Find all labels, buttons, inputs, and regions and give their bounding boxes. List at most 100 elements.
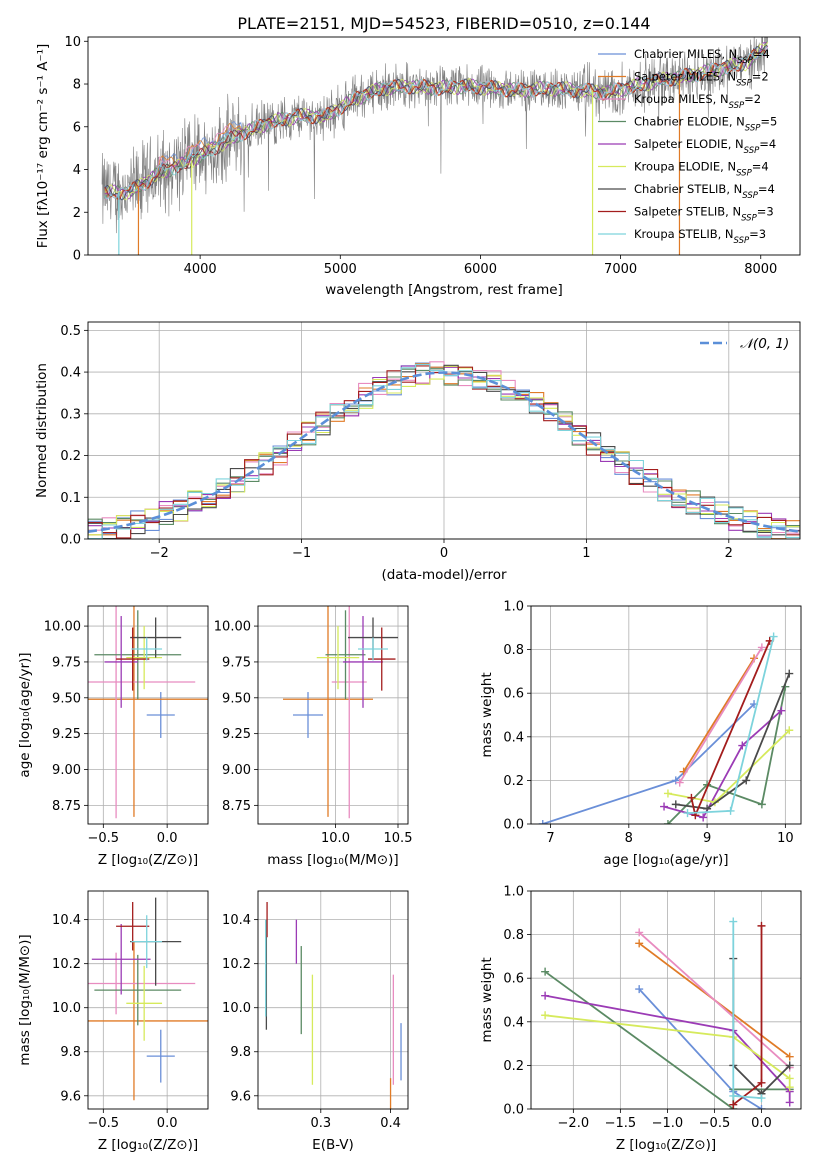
y-tick-label: 8.75 (222, 799, 251, 814)
legend-label: Chabrier STELIB, NSSP=4 (634, 182, 775, 201)
series-marker (785, 1098, 794, 1107)
axes-age_vs_mass: 10.0 10.5 8.75 9.00 9.25 9.50 9.75 10.00 mass [l… (214, 605, 412, 868)
series-marker (757, 921, 766, 930)
axes-frame (257, 890, 409, 1110)
point-kroupa-elodie (126, 965, 163, 1041)
x-axis-label: Z [log₁₀(Z/Z⊙)] (98, 852, 198, 868)
y-tick-label: 0.2 (60, 449, 81, 464)
series-salpeter-stelib (687, 636, 774, 820)
series-line (638, 988, 762, 1109)
series-marker (742, 776, 751, 785)
y-tick-label: 1.0 (503, 885, 524, 900)
series-marker (738, 741, 747, 750)
y-tick-label: 1.0 (503, 600, 524, 615)
point-salpeter-elodie (343, 616, 383, 708)
point-salpeter-miles (283, 606, 373, 817)
legend-label: Salpeter STELIB, NSSP=3 (634, 205, 774, 224)
point-kroupa-stelib (131, 915, 163, 969)
y-tick-label: 10.0 (222, 1001, 251, 1016)
y-axis-label: mass weight (479, 672, 495, 757)
series-marker (635, 928, 644, 937)
y-axis-label: Normed distribution (34, 363, 50, 498)
series-marker (541, 967, 550, 976)
axes-frame (87, 36, 801, 256)
y-tick-label: 9.00 (52, 763, 81, 778)
series-marker (757, 1105, 766, 1109)
series-marker (538, 820, 547, 824)
y-tick-label: 9.25 (52, 727, 81, 742)
series-kroupa-stelib (729, 917, 766, 1103)
x-tick-label: 2 (725, 546, 733, 561)
figure-title: PLATE=2151, MJD=54523, FIBERID=0510, z=0… (237, 14, 650, 33)
x-axis-label: (data-model)/error (381, 567, 507, 583)
y-tick-label: 0.2 (503, 774, 524, 789)
y-tick-label: 0.6 (503, 972, 524, 987)
plot-area-mass_weight_vs_Z (541, 917, 794, 1109)
series-marker (729, 1091, 738, 1100)
y-tick-label: 0.2 (503, 1059, 524, 1074)
y-tick-label: 0.0 (60, 533, 81, 548)
point-salpeter-miles (88, 941, 208, 1101)
y-axis-label: mass [log₁₀(M/M⊙)] (17, 934, 33, 1065)
series-line (682, 657, 755, 773)
series-chabrier-stelib (671, 669, 794, 813)
point-chabrier-elodie (325, 610, 366, 700)
x-tick-label: −0.5 (699, 1116, 731, 1131)
y-tick-label: 10.00 (214, 620, 251, 635)
y-tick-label: 9.50 (222, 691, 251, 706)
y-tick-label: 0.5 (60, 324, 81, 339)
y-tick-label: 9.6 (60, 1089, 81, 1104)
series-marker (729, 1100, 738, 1109)
x-tick-label: 10 (777, 831, 794, 846)
x-tick-label: −1.5 (605, 1116, 637, 1131)
series-marker (785, 669, 794, 678)
series-marker (687, 793, 696, 802)
x-tick-label: 9 (703, 831, 711, 846)
y-tick-label: 8 (73, 78, 81, 93)
x-tick-label: −1 (292, 546, 311, 561)
y-tick-label: 0.0 (503, 818, 524, 833)
series-marker (785, 1074, 794, 1083)
series-marker (663, 820, 672, 824)
series-marker (769, 632, 778, 641)
series-salpeter-miles (679, 654, 759, 776)
series-marker (663, 789, 672, 798)
y-tick-label: 0.1 (60, 491, 81, 506)
x-tick-label: 10.0 (321, 831, 350, 846)
point-chabrier-stelib (130, 617, 182, 658)
series-marker (635, 985, 644, 994)
series-line (678, 646, 763, 784)
x-tick-label: 8000 (744, 262, 777, 277)
y-axis-label: age [log₁₀(age/yr)] (17, 652, 33, 777)
axes-frame (530, 605, 802, 825)
axes-mass_weight_vs_age: 7 8 9 10 0.0 0.2 0.4 0.6 0.8 1.0 age [log₁₀(age/yr… (479, 600, 802, 868)
plot-area-age_vs_Z (88, 606, 208, 819)
y-tick-label: 10.2 (52, 957, 81, 972)
x-tick-label: 0.0 (751, 1116, 772, 1131)
legend-label: Kroupa STELIB, NSSP=3 (634, 227, 766, 246)
series-marker (671, 800, 680, 809)
plot-area-spectrum (101, 37, 769, 255)
series-marker (785, 1052, 794, 1061)
x-tick-label: 4000 (184, 262, 217, 277)
y-tick-label: 2 (73, 206, 81, 221)
axes-age_vs_Z: −0.5 0.0 8.75 9.00 9.25 9.50 9.75 10.00 Z [log₁₀… (17, 605, 209, 868)
axes-frame (87, 890, 209, 1110)
y-tick-label: 9.00 (222, 763, 251, 778)
point-kroupa-elodie (126, 626, 163, 690)
x-tick-label: −2 (150, 546, 169, 561)
legend-label: Kroupa ELODIE, NSSP=4 (634, 160, 769, 179)
series-marker (729, 917, 738, 926)
x-axis-label: Z [log₁₀(Z/Z⊙)] (98, 1137, 198, 1153)
series-chabrier-miles (538, 700, 759, 824)
y-tick-label: 10.0 (52, 1001, 81, 1016)
series-marker (541, 1011, 550, 1020)
series-marker (785, 1083, 794, 1092)
axes-mass_vs_Z: −0.5 0.0 9.6 9.8 10.0 10.2 10.4 Z [log₁₀(Z/Z⊙)]… (17, 890, 209, 1153)
axes-frame (530, 890, 802, 1110)
axes-frame (87, 605, 209, 825)
series-marker (635, 939, 644, 948)
x-axis-label: wavelength [Angstrom, rest frame] (325, 282, 563, 298)
series-line (732, 921, 762, 1099)
